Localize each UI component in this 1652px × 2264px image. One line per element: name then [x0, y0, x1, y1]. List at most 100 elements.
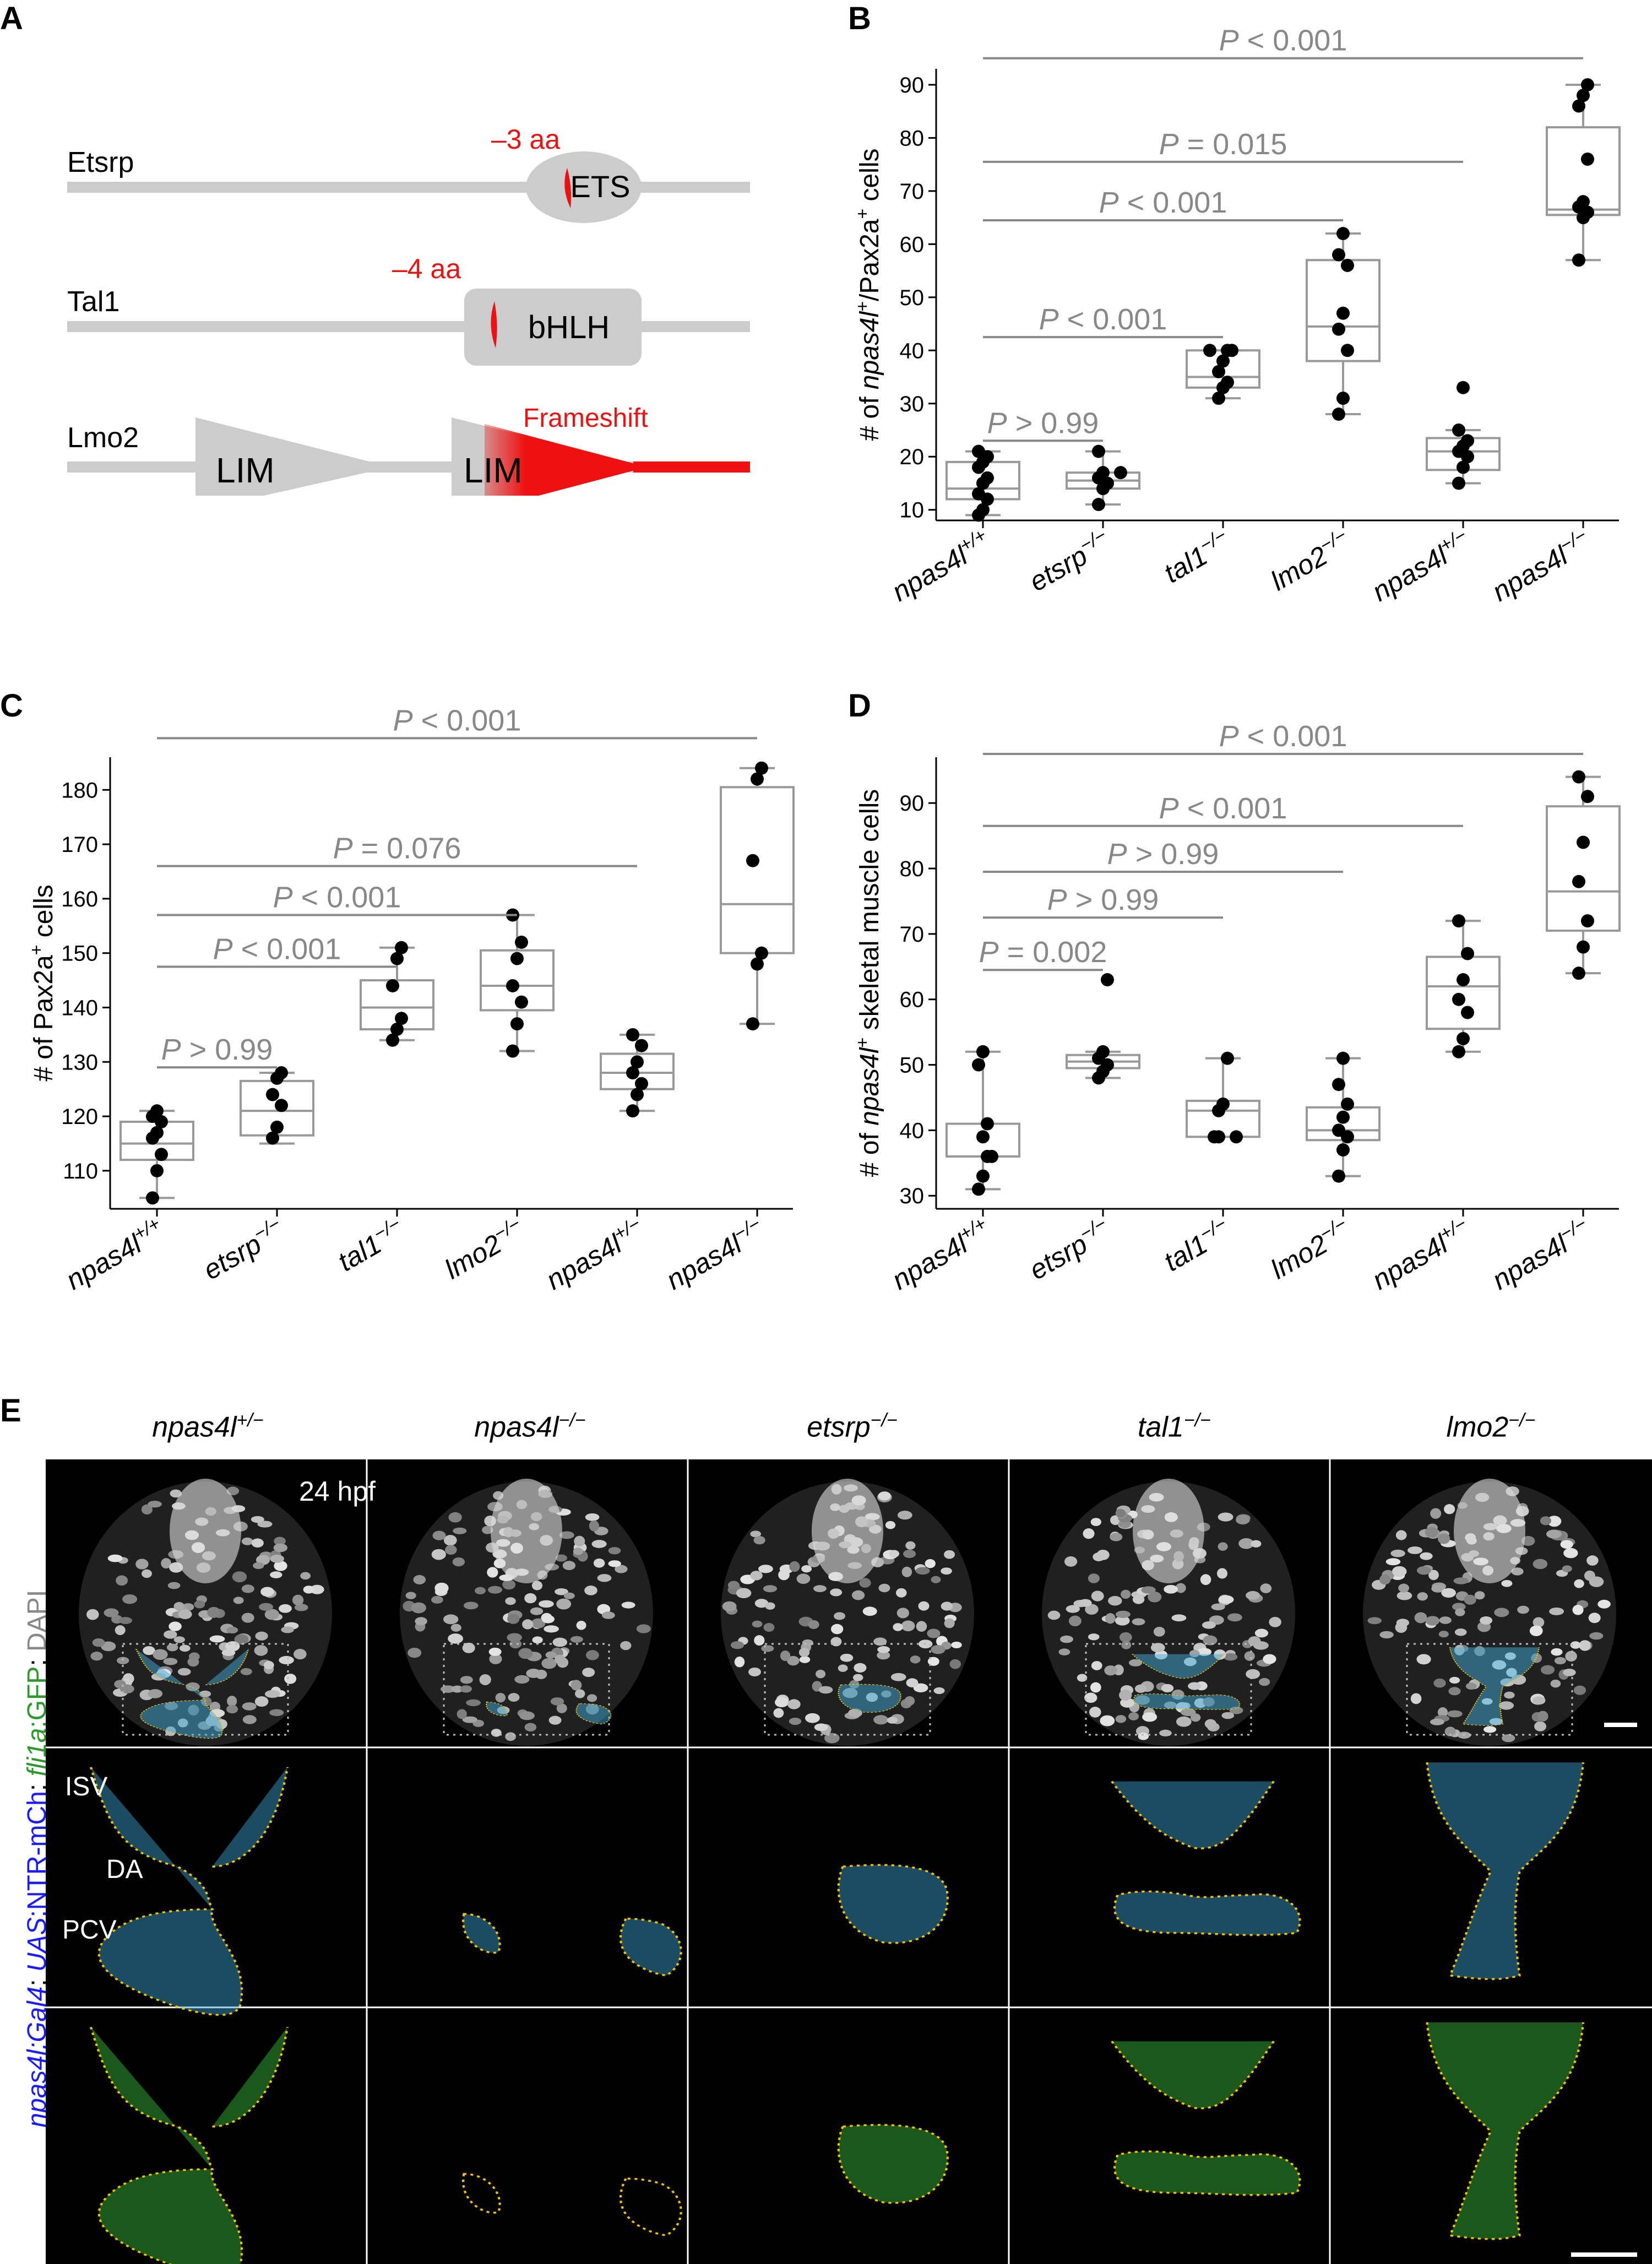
nucleus — [141, 1504, 153, 1515]
nucleus — [915, 1567, 930, 1575]
vessel-outline — [135, 1649, 249, 1739]
vessel-outline — [1111, 2040, 1301, 2196]
data-point — [390, 952, 404, 965]
nucleus — [903, 1549, 916, 1559]
nucleus — [796, 1573, 811, 1584]
nucleus — [1464, 1594, 1476, 1605]
data-point — [1221, 1051, 1234, 1065]
vessel-outline — [1449, 1647, 1540, 1726]
lim-domain-2-frameshift — [485, 424, 647, 496]
nucleus — [1211, 1603, 1225, 1610]
nucleus — [1104, 1665, 1117, 1676]
neural-tube — [1454, 1479, 1525, 1583]
vessel-outline — [1131, 1654, 1241, 1710]
etsrp-deletion-mark — [564, 168, 572, 208]
nucleus — [556, 1598, 572, 1610]
nucleus — [1465, 1682, 1477, 1690]
nucleus — [264, 1690, 280, 1698]
nucleus — [1150, 1643, 1165, 1653]
nucleus — [1529, 1625, 1543, 1637]
data-point — [751, 957, 764, 971]
nucleus — [1395, 1530, 1407, 1540]
nucleus — [279, 1604, 292, 1613]
data-point — [1572, 875, 1585, 888]
nucleus — [1560, 1540, 1573, 1549]
nucleus — [944, 1618, 955, 1628]
nucleus — [1121, 1641, 1132, 1649]
nucleus — [548, 1715, 562, 1725]
nucleus — [1392, 1566, 1407, 1577]
nucleus — [1533, 1559, 1548, 1570]
nucleus — [951, 1641, 962, 1648]
nucleus — [507, 1633, 522, 1642]
vessel-outline — [89, 1767, 289, 2016]
data-point — [1577, 195, 1590, 209]
nucleus — [279, 1655, 294, 1665]
data-point — [515, 995, 528, 1009]
y-tick-label: 80 — [900, 126, 925, 150]
nucleus — [1090, 1682, 1101, 1693]
nucleus — [896, 1608, 909, 1619]
y-tick-label: 130 — [61, 1050, 98, 1074]
nucleus — [415, 1617, 427, 1626]
nucleus — [221, 1649, 236, 1657]
nucleus — [251, 1538, 264, 1548]
nucleus — [310, 1584, 324, 1594]
nucleus — [1218, 1542, 1228, 1551]
nucleus — [1200, 1574, 1211, 1586]
data-point — [1216, 1097, 1230, 1111]
nucleus — [555, 1554, 568, 1562]
nucleus — [1439, 1616, 1452, 1624]
nucleus — [177, 1668, 191, 1676]
data-point — [972, 1182, 985, 1196]
ntr-zoom-2 — [837, 1864, 949, 1944]
data-point — [1452, 1045, 1465, 1058]
data-point — [1577, 89, 1590, 102]
y-tick-label: 10 — [900, 498, 925, 523]
vessel-outline — [837, 2124, 949, 2204]
nucleus — [1128, 1659, 1143, 1666]
nucleus — [834, 1612, 846, 1620]
nucleus — [532, 1636, 543, 1644]
nucleus — [432, 1530, 446, 1540]
nucleus — [941, 1601, 953, 1611]
p-value-label: P < 0.001 — [1159, 792, 1287, 825]
nucleus — [758, 1565, 773, 1573]
data-point — [1577, 940, 1590, 954]
data-point — [390, 1022, 404, 1036]
data-point — [1208, 1130, 1221, 1144]
nucleus — [1236, 1515, 1250, 1525]
nucleus — [1417, 1566, 1431, 1575]
nucleus — [1504, 1691, 1515, 1699]
nucleus — [509, 1639, 522, 1649]
nucleus — [859, 1578, 871, 1588]
etsrp-backbone — [67, 182, 750, 193]
data-point — [1457, 973, 1470, 987]
nucleus — [763, 1622, 775, 1632]
nucleus — [232, 1571, 247, 1583]
nucleus — [761, 1645, 774, 1652]
nucleus — [1454, 1628, 1467, 1636]
nucleus — [482, 1525, 493, 1534]
ntr-zoom-4 — [1426, 1762, 1585, 1980]
nucleus — [115, 1625, 126, 1636]
data-point — [1461, 1006, 1474, 1019]
p-value-label: P = 0.002 — [979, 936, 1107, 969]
nucleus — [453, 1527, 467, 1534]
nucleus — [752, 1620, 763, 1628]
data-point — [395, 1012, 408, 1025]
dapi-overview-4 — [1363, 1479, 1616, 1746]
nucleus — [292, 1594, 304, 1606]
vessel-outline — [1426, 1762, 1585, 1980]
data-point — [1577, 835, 1590, 849]
nucleus — [1574, 1579, 1584, 1588]
nucleus — [890, 1673, 906, 1681]
nucleus — [816, 1669, 826, 1679]
tal1-schematic: Tal1 bHLH –4 aa — [67, 253, 750, 366]
nucleus — [893, 1623, 903, 1631]
nucleus — [586, 1650, 599, 1660]
nucleus — [787, 1655, 800, 1666]
lim-domain-1 — [195, 417, 391, 496]
nucleus — [878, 1491, 892, 1501]
nucleus — [284, 1674, 297, 1684]
